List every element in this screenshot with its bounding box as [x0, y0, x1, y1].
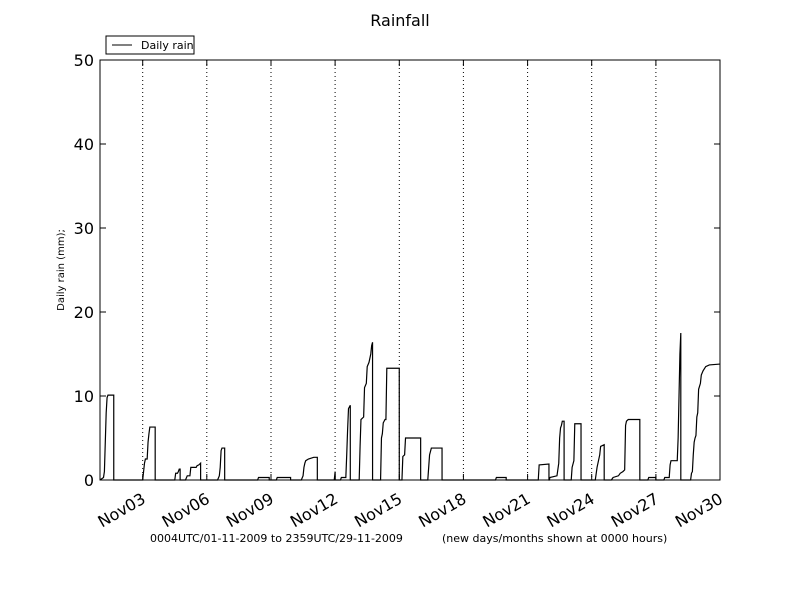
legend: Daily rain	[105, 35, 195, 55]
series-line-daily-rain	[99, 332, 721, 481]
legend-box	[105, 35, 195, 55]
y-tick-label-40: 40	[74, 135, 94, 154]
chart-title: Rainfall	[370, 11, 429, 30]
series-group	[99, 332, 721, 481]
y-tick-label-30: 30	[74, 219, 94, 238]
x-tick-label-Nov12: Nov12	[287, 489, 341, 531]
y-axis-label: Daily rain (mm);	[56, 229, 67, 311]
y-tick-label-50: 50	[74, 51, 94, 70]
x-tick-label-Nov24: Nov24	[544, 489, 598, 531]
y-axis: 0 10 20 30 40 50	[74, 51, 720, 490]
legend-entry-daily-rain: Daily rain	[141, 39, 194, 52]
footer-note: (new days/months shown at 0000 hours)	[442, 532, 667, 545]
x-tick-label-Nov18: Nov18	[415, 489, 469, 531]
y-tick-label-10: 10	[74, 387, 94, 406]
x-tick-label-Nov15: Nov15	[351, 489, 405, 531]
x-tick-label-Nov30: Nov30	[672, 489, 726, 531]
x-tick-label-Nov03: Nov03	[95, 489, 149, 531]
x-axis: Nov03 Nov06 Nov09 Nov12 Nov15 Nov18 Nov21 Nov24…	[95, 60, 726, 531]
x-tick-label-Nov09: Nov09	[223, 489, 277, 531]
x-tick-label-Nov27: Nov27	[608, 489, 662, 531]
y-tick-label-20: 20	[74, 303, 94, 322]
y-tick-label-0: 0	[84, 471, 94, 490]
x-tick-label-Nov06: Nov06	[159, 489, 213, 531]
x-tick-label-Nov21: Nov21	[479, 489, 533, 531]
plot-frame	[99, 59, 721, 481]
footer-time-range: 0004UTC/01-11-2009 to 2359UTC/29-11-2009	[150, 532, 403, 545]
